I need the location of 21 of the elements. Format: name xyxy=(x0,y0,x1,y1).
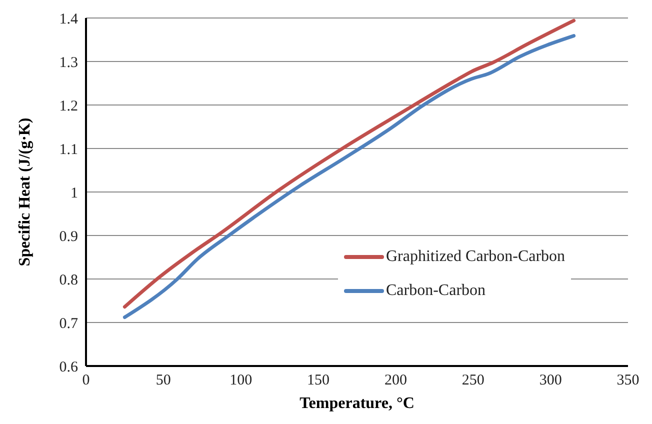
x-tick-label: 0 xyxy=(82,372,90,389)
y-tick-label: 1.2 xyxy=(59,98,78,114)
x-tick-label: 250 xyxy=(462,372,484,389)
x-axis-title: Temperature, °C xyxy=(300,395,414,412)
x-tick-label: 150 xyxy=(307,372,330,389)
y-axis-title: Specific Heat (J/(g·K) xyxy=(16,118,34,266)
x-tick-label: 100 xyxy=(230,372,252,389)
x-tick-label: 50 xyxy=(156,372,171,389)
x-tick-label: 350 xyxy=(616,372,640,389)
y-tick-label: 0.7 xyxy=(59,316,78,332)
y-tick-label: 1.3 xyxy=(59,54,78,71)
y-tick-label: 0.9 xyxy=(59,228,78,245)
y-tick-label: 0.8 xyxy=(59,272,78,288)
y-tick-label: 1.1 xyxy=(59,142,78,158)
y-tick-label: 0.6 xyxy=(59,359,78,376)
x-tick-label: 300 xyxy=(539,372,562,389)
y-tick-label: 1 xyxy=(70,185,78,202)
legend-label: Graphitized Carbon-Carbon xyxy=(386,248,566,266)
y-tick-label: 1.4 xyxy=(59,11,78,28)
legend-label: Carbon-Carbon xyxy=(386,282,486,300)
x-tick-label: 200 xyxy=(384,372,407,389)
